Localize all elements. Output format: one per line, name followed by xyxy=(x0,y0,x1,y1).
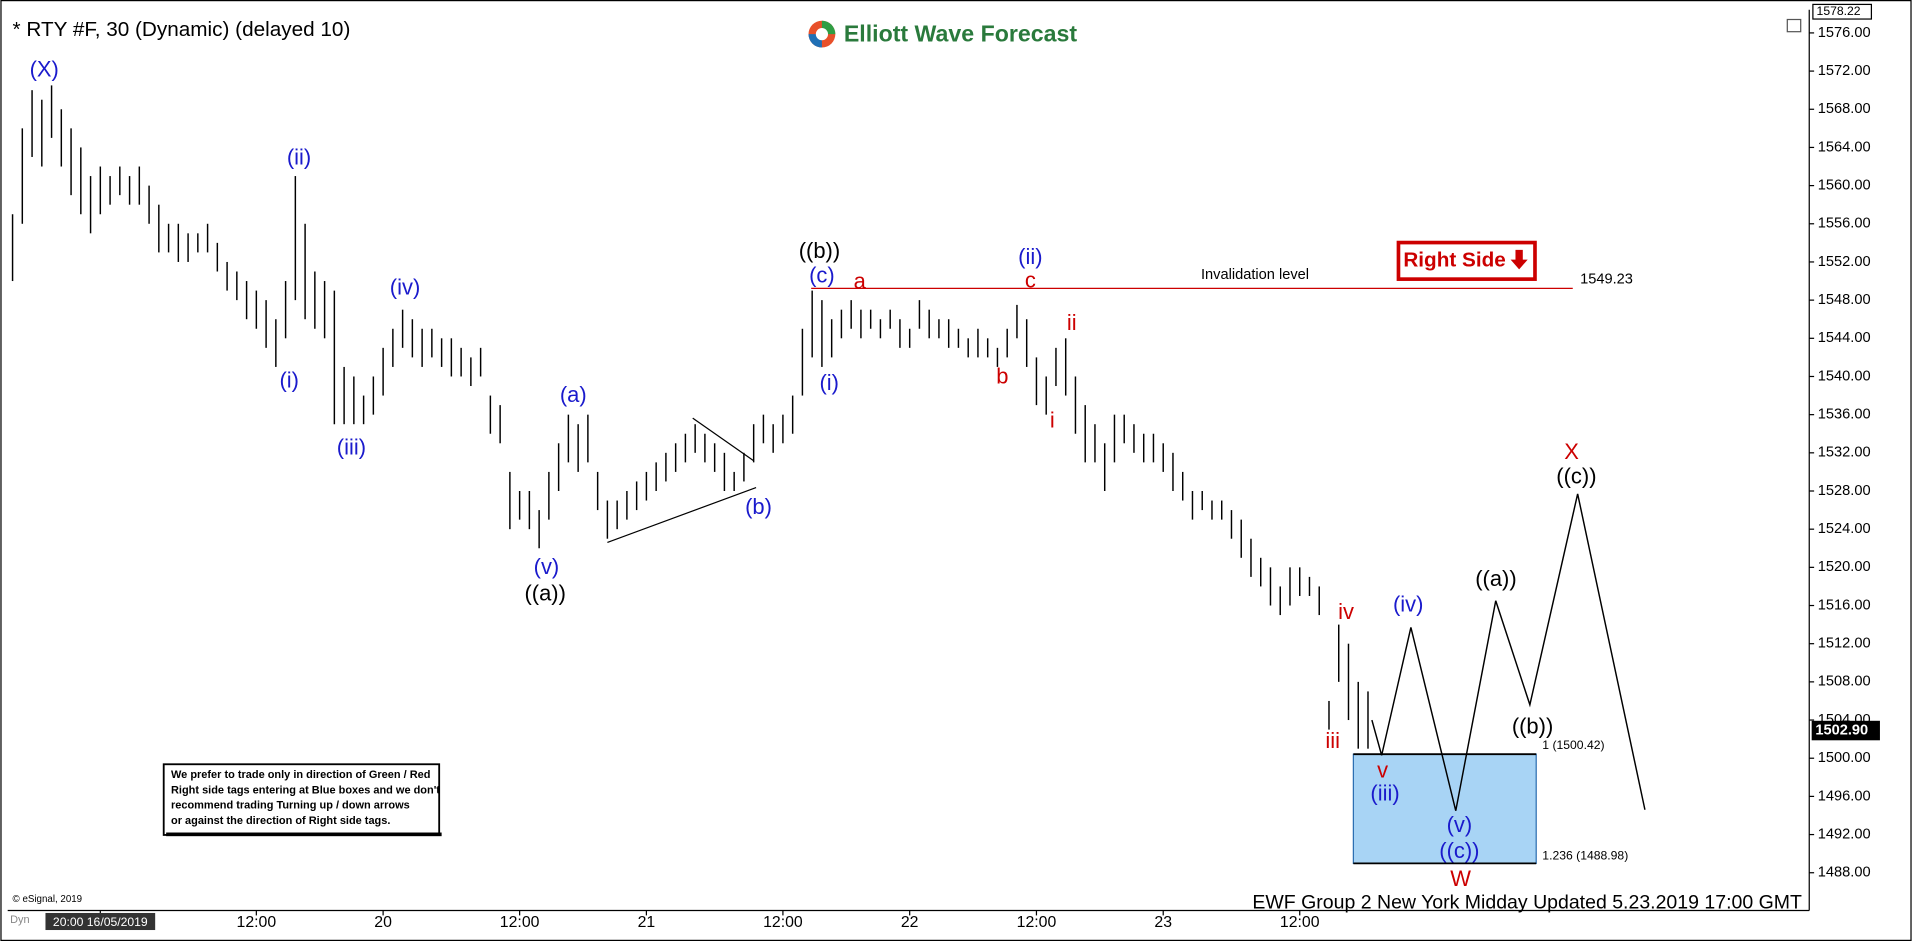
y-tick-label: 1488.00 xyxy=(1818,865,1871,881)
target-box xyxy=(1352,753,1537,864)
x-tick-label: 20:00 16/05/2019 xyxy=(53,915,148,929)
y-tick-label: 1532.00 xyxy=(1818,445,1871,461)
y-tick-label: 1576.00 xyxy=(1818,25,1871,41)
invalidation-value: 1549.23 xyxy=(1580,272,1633,288)
wave-label: (v) xyxy=(1447,812,1473,837)
x-tick-label: 12:00 xyxy=(500,914,540,931)
x-tick-label: 21 xyxy=(638,914,656,931)
wave-label: ((c)) xyxy=(1439,838,1479,863)
y-tick-label: 1520.00 xyxy=(1818,559,1871,575)
y-tick-label: 1512.00 xyxy=(1818,636,1871,652)
x-tick-label: 12:00 xyxy=(1017,914,1057,931)
note-line: We prefer to trade only in direction of … xyxy=(171,769,430,781)
wave-label: X xyxy=(1564,439,1579,464)
y-tick-label: 1544.00 xyxy=(1818,330,1871,346)
wave-label: (a) xyxy=(560,382,587,407)
y-tick-label: 1492.00 xyxy=(1818,826,1871,842)
wave-label: (v) xyxy=(534,554,560,579)
wave-label: ((b)) xyxy=(799,238,840,263)
wave-label: W xyxy=(1450,866,1471,891)
wave-label: (c) xyxy=(809,262,835,287)
wave-label: ((a)) xyxy=(525,581,566,606)
footer: EWF Group 2 New York Midday Updated 5.23… xyxy=(1252,891,1802,913)
top-price-label: 1578.22 xyxy=(1817,4,1861,18)
wave-label: i xyxy=(1050,408,1055,433)
wave-label: ((a)) xyxy=(1475,566,1516,591)
y-tick-label: 1536.00 xyxy=(1818,407,1871,423)
logo-text: Elliott Wave Forecast xyxy=(844,20,1077,46)
y-tick-label: 1524.00 xyxy=(1818,521,1871,537)
wave-label: (iii) xyxy=(1370,781,1399,806)
wave-label: b xyxy=(996,364,1008,389)
y-tick-label: 1572.00 xyxy=(1818,63,1871,79)
x-tick-label: 22 xyxy=(901,914,919,931)
wave-label: (ii) xyxy=(287,144,311,169)
wave-label: (iii) xyxy=(337,434,366,459)
x-tick-label: 20 xyxy=(374,914,392,931)
y-tick-label: 1556.00 xyxy=(1818,216,1871,232)
chart-title: * RTY #F, 30 (Dynamic) (delayed 10) xyxy=(13,18,351,41)
copyright: © eSignal, 2019 xyxy=(13,894,83,905)
y-tick-label: 1568.00 xyxy=(1818,101,1871,117)
y-tick-label: 1496.00 xyxy=(1818,788,1871,804)
projection-path xyxy=(1371,493,1646,811)
invalidation-text: Invalidation level xyxy=(1201,267,1309,283)
x-tick-label: 12:00 xyxy=(1280,914,1320,931)
y-tick-label: 1560.00 xyxy=(1818,177,1871,193)
note-line: Right side tags entering at Blue boxes a… xyxy=(171,784,440,796)
last-price-bg xyxy=(1811,720,1880,741)
note-line: recommend trading Turning up / down arro… xyxy=(171,800,410,812)
y-tick-label: 1552.00 xyxy=(1818,254,1871,270)
note-line: or against the direction of Right side t… xyxy=(171,815,390,827)
box-label: 1 (1500.42) xyxy=(1542,738,1604,752)
x-tick-label-bg xyxy=(45,912,156,931)
wave-label: c xyxy=(1025,267,1036,292)
wave-label: (iv) xyxy=(390,275,420,300)
wave-label: v xyxy=(1377,757,1388,782)
wave-label: a xyxy=(854,269,867,294)
y-tick-label: 1508.00 xyxy=(1818,674,1871,690)
wave-label: (i) xyxy=(819,370,839,395)
wave-label: ii xyxy=(1067,310,1077,335)
y-tick-label: 1564.00 xyxy=(1818,139,1871,155)
y-tick-label: 1548.00 xyxy=(1818,292,1871,308)
top-price-bg xyxy=(1812,3,1873,20)
x-tick-label: 12:00 xyxy=(237,914,277,931)
y-tick-label: 1540.00 xyxy=(1818,368,1871,384)
last-price-label: 1502.90 xyxy=(1815,722,1868,738)
wave-label: iv xyxy=(1338,599,1354,624)
wave-label: ((c)) xyxy=(1556,464,1596,489)
note-box xyxy=(162,763,442,837)
box-label: 1.236 (1488.98) xyxy=(1542,848,1628,862)
wave-label: iii xyxy=(1325,728,1340,753)
x-tick-label: 23 xyxy=(1154,914,1172,931)
tag-text: Right Side xyxy=(1403,248,1505,271)
window-icon[interactable] xyxy=(1786,18,1802,33)
wave-label: (ii) xyxy=(1018,244,1042,269)
y-tick-label: 1516.00 xyxy=(1818,597,1871,613)
y-tick-label: 1528.00 xyxy=(1818,483,1871,499)
wave-label: ((b)) xyxy=(1512,713,1553,738)
x-tick-label: 12:00 xyxy=(763,914,803,931)
y-tick-label: 1500.00 xyxy=(1818,750,1871,766)
wave-label: (i) xyxy=(280,367,300,392)
wave-label: (b) xyxy=(745,494,772,519)
right-side-tag: Right Side xyxy=(1396,240,1537,281)
dyn-label: Dyn xyxy=(10,914,30,926)
wave-label: (iv) xyxy=(1393,592,1423,617)
logo-icon xyxy=(808,20,836,48)
trendline xyxy=(607,486,757,543)
wave-label: (X) xyxy=(30,56,59,81)
